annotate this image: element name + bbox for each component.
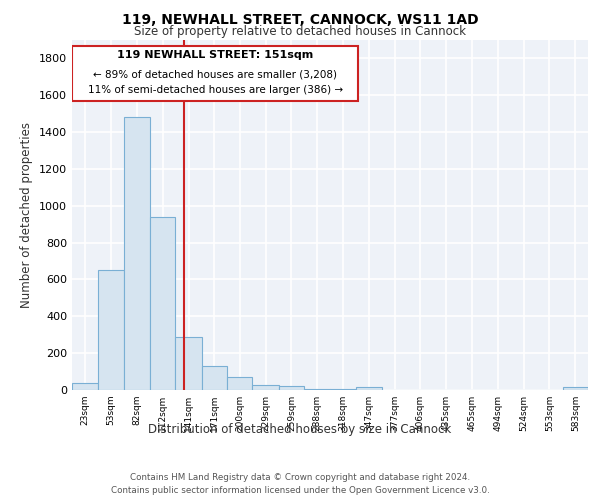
Bar: [202, 366, 227, 390]
Bar: [227, 377, 253, 390]
Bar: [98, 270, 124, 390]
Text: Contains public sector information licensed under the Open Government Licence v3: Contains public sector information licen…: [110, 486, 490, 495]
Text: 119, NEWHALL STREET, CANNOCK, WS11 1AD: 119, NEWHALL STREET, CANNOCK, WS11 1AD: [122, 12, 478, 26]
Bar: [72, 46, 358, 101]
Bar: [72, 382, 98, 390]
Text: 11% of semi-detached houses are larger (386) →: 11% of semi-detached houses are larger (…: [88, 84, 343, 94]
Bar: [175, 336, 202, 390]
Bar: [150, 217, 175, 390]
Bar: [279, 386, 304, 390]
Text: Distribution of detached houses by size in Cannock: Distribution of detached houses by size …: [148, 422, 452, 436]
Text: ← 89% of detached houses are smaller (3,208): ← 89% of detached houses are smaller (3,…: [93, 70, 337, 80]
Bar: [253, 386, 279, 390]
Text: 119 NEWHALL STREET: 151sqm: 119 NEWHALL STREET: 151sqm: [117, 50, 313, 60]
Bar: [124, 118, 150, 390]
Bar: [304, 389, 331, 390]
Text: Size of property relative to detached houses in Cannock: Size of property relative to detached ho…: [134, 25, 466, 38]
Bar: [563, 387, 588, 390]
Bar: [331, 389, 356, 390]
Y-axis label: Number of detached properties: Number of detached properties: [20, 122, 34, 308]
Bar: [356, 387, 382, 390]
Text: Contains HM Land Registry data © Crown copyright and database right 2024.: Contains HM Land Registry data © Crown c…: [130, 472, 470, 482]
